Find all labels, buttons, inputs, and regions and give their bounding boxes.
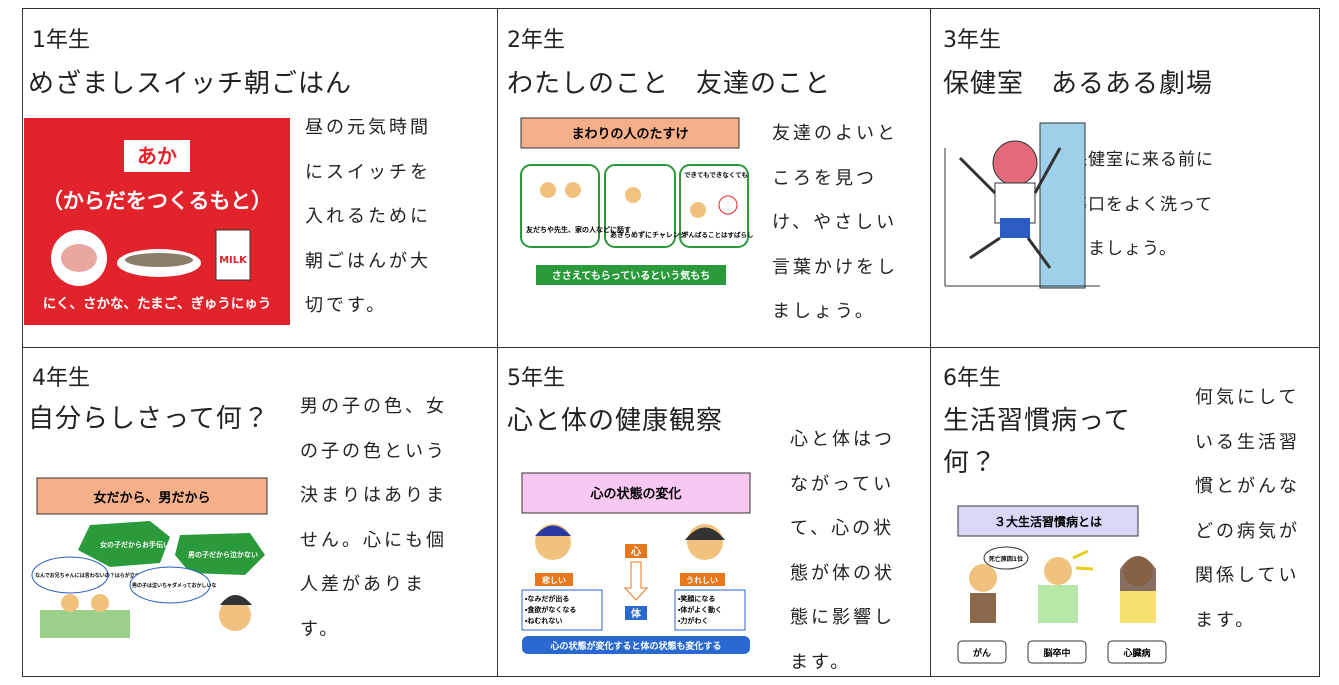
table-border: [22, 8, 1320, 9]
text-line: の子の色という: [300, 430, 447, 475]
description: 心と体はつながっていて、心の状態が体の状態に影響します。: [790, 418, 895, 685]
text-line: わたしのこと 友達のこと: [507, 63, 831, 105]
title: 心と体の健康観察: [507, 400, 723, 442]
text-line: 態が体の状: [790, 552, 895, 597]
grade: 2年生: [507, 22, 565, 54]
grade: 3年生: [943, 22, 1001, 54]
text-line: ましょう。: [772, 290, 898, 335]
text-line: 決まりはありま: [300, 474, 447, 519]
title: めざましスイッチ朝ごはん: [28, 63, 352, 105]
figure-text: できてもできなくても: [684, 170, 748, 179]
grade: 4年生: [32, 360, 90, 392]
text-line: せん。心にも個: [300, 519, 447, 564]
svg-text:MILK: MILK: [219, 255, 248, 266]
figure-text: 悲しい: [541, 575, 566, 585]
title: わたしのこと 友達のこと: [507, 63, 831, 105]
figure-text: 男の子は泣いちゃダメっておかしいな: [131, 582, 216, 589]
figure-text: がんばることはすばらしい: [682, 230, 753, 239]
text-line: ころを見つ: [772, 157, 898, 202]
figure: ３大生活習慣病とは 死亡原因1位 がん 脳卒中 心臓病: [948, 503, 1183, 668]
figure-text: うれしい: [686, 576, 718, 585]
text-line: どの病気が: [1195, 510, 1300, 555]
grade: 6年生: [943, 360, 1001, 392]
text-line: ます。: [790, 641, 895, 685]
text-line: 昼の元気時間: [305, 106, 431, 151]
text-line: 入れるために: [305, 195, 431, 240]
text-line: にスイッチを: [305, 151, 431, 196]
text-line: て、心の状: [790, 507, 895, 552]
title: 生活習慣病って何？: [943, 400, 1131, 484]
figure: [940, 118, 1105, 293]
table-border: [22, 347, 1320, 348]
text-line: 何気にして: [1195, 376, 1300, 421]
figure-text: まわりの人のたすけ: [571, 127, 688, 142]
figure-text: ３大生活習慣病とは: [994, 514, 1102, 529]
table-border: [1319, 8, 1320, 677]
figure: 女だから、男だから 女の子だからお手伝いして 男の子だから泣かない なんでお兄ち…: [30, 475, 290, 645]
text-line: 心と体はつ: [790, 418, 895, 463]
figure-text: あきらめずにチャレンジ: [610, 230, 687, 239]
figure-text: 死亡原因1位: [988, 555, 1023, 563]
text-line: いる生活習: [1195, 421, 1300, 466]
text-line: 関係してい: [1195, 554, 1300, 599]
text-line: 切です。: [305, 284, 431, 329]
text-line: 自分らしさって何？: [28, 398, 270, 440]
figure-text: （からだをつくるもと）: [42, 189, 272, 213]
text-line: ながってい: [790, 463, 895, 508]
figure-text: 体: [631, 607, 642, 620]
figure-text: 心の状態の変化: [589, 486, 681, 502]
figure-text: 男の子だから泣かない: [188, 550, 258, 559]
text-line: 保健室 あるある劇場: [943, 63, 1213, 105]
title: 自分らしさって何？: [28, 398, 270, 440]
figure-text: 女の子だからお手伝いして: [100, 540, 184, 549]
table-border: [22, 8, 23, 677]
text-line: 朝ごはんが大: [305, 240, 431, 285]
description: 男の子の色、女の子の色という決まりはありません。心にも個人差があります。: [300, 385, 447, 652]
text-line: ます。: [1195, 599, 1300, 644]
figure: まわりの人のたすけ 友だちや先生、家の人などに話す あきらめずにチャレンジ でき…: [518, 115, 753, 295]
figure: あか （からだをつくるもと） MILK にく、さかな、たまご、ぎゅうにゅう: [24, 118, 290, 325]
description: 何気にしている生活習慣とがんなどの病気が関係しています。: [1195, 376, 1300, 643]
table-border: [497, 8, 498, 677]
text-line: け、やさしい: [772, 201, 898, 246]
figure-text: なんでお兄ちゃんには言わないの？はらが立つ: [35, 572, 140, 579]
description: 友達のよいところを見つけ、やさしい言葉かけをしましょう。: [772, 112, 898, 335]
title: 保健室 あるある劇場: [943, 63, 1213, 105]
figure-text: 心の状態が変化すると体の状態も変化する: [549, 640, 721, 652]
figure-text: 心臓病: [1122, 647, 1150, 659]
text-line: 男の子の色、女: [300, 385, 447, 430]
text-line: 言葉かけをし: [772, 246, 898, 291]
text-line: 友達のよいと: [772, 112, 898, 157]
text-line: 態に影響し: [790, 596, 895, 641]
text-line: す。: [300, 608, 447, 653]
figure: 心の状態の変化 心 体 悲しい うれしい ・なみだが出る・食欲がなくなる・ねむれ…: [515, 470, 755, 658]
grade: 1年生: [32, 22, 90, 54]
table-border: [930, 8, 931, 677]
figure-text: がん: [973, 647, 991, 659]
figure-text: 心: [630, 545, 641, 558]
text-line: 生活習慣病って: [943, 400, 1131, 442]
text-line: 人差がありま: [300, 563, 447, 608]
figure-text: 脳卒中: [1042, 647, 1070, 659]
grade: 5年生: [507, 360, 565, 392]
text-line: 慣とがんな: [1195, 465, 1300, 510]
text-line: 何？: [943, 442, 1131, 484]
text-line: 心と体の健康観察: [507, 400, 723, 442]
figure-text: あか: [137, 144, 177, 168]
figure-text: 女だから、男だから: [93, 490, 210, 506]
text-line: めざましスイッチ朝ごはん: [28, 63, 352, 105]
description: 昼の元気時間にスイッチを入れるために朝ごはんが大切です。: [305, 106, 431, 329]
figure-text: にく、さかな、たまご、ぎゅうにゅう: [43, 295, 271, 312]
figure-text: ささえてもらっているという気もち: [552, 269, 711, 282]
